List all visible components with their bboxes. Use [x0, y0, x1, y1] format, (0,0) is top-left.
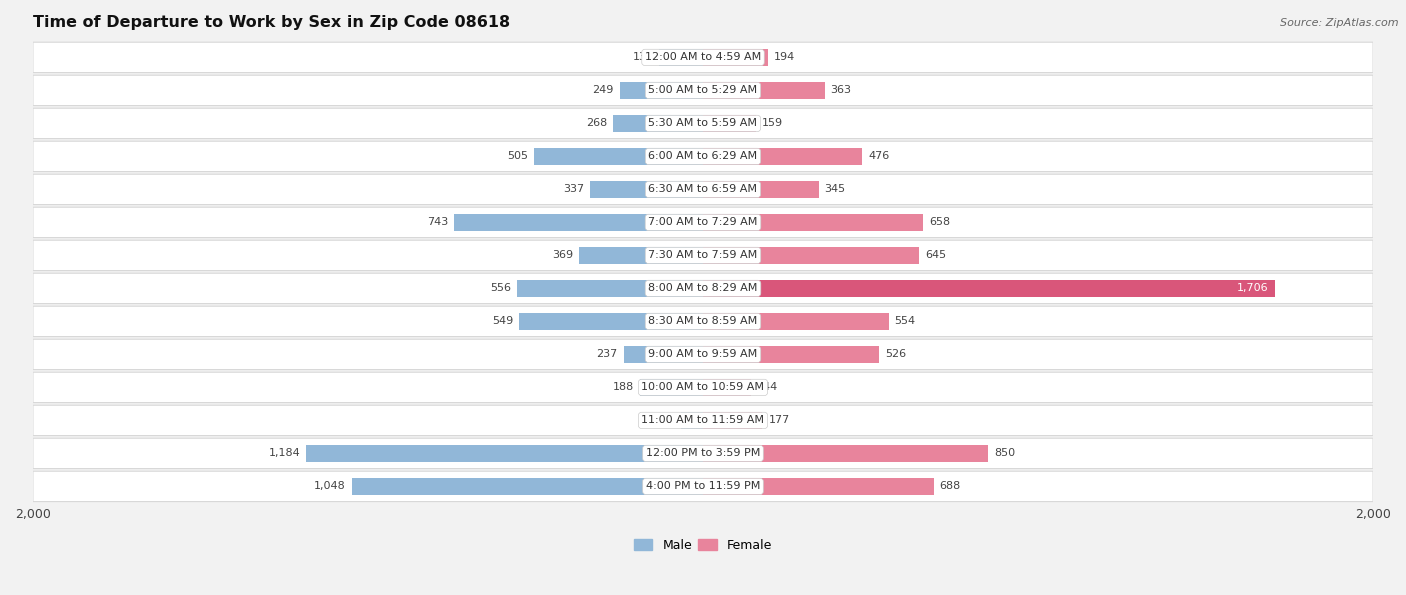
- Bar: [703, 181, 818, 198]
- Text: 363: 363: [831, 86, 852, 95]
- Bar: [681, 412, 703, 429]
- Text: 144: 144: [758, 383, 779, 392]
- Text: 10:00 AM to 10:59 AM: 10:00 AM to 10:59 AM: [641, 383, 765, 392]
- Bar: [307, 445, 703, 462]
- Text: 505: 505: [506, 151, 527, 161]
- FancyBboxPatch shape: [32, 108, 1374, 139]
- Text: 159: 159: [762, 118, 783, 129]
- FancyBboxPatch shape: [32, 42, 1374, 73]
- Text: 268: 268: [586, 118, 607, 129]
- Text: 1,048: 1,048: [314, 481, 346, 491]
- Bar: [703, 49, 768, 66]
- Text: 6:30 AM to 6:59 AM: 6:30 AM to 6:59 AM: [648, 184, 758, 195]
- FancyBboxPatch shape: [32, 174, 1374, 205]
- Bar: [703, 280, 1275, 297]
- Bar: [613, 115, 703, 132]
- FancyBboxPatch shape: [32, 405, 1374, 436]
- Bar: [534, 148, 703, 165]
- Text: 188: 188: [613, 383, 634, 392]
- Text: 130: 130: [633, 52, 654, 62]
- Text: 177: 177: [768, 415, 790, 425]
- Text: 556: 556: [489, 283, 510, 293]
- FancyBboxPatch shape: [32, 339, 1374, 369]
- FancyBboxPatch shape: [32, 207, 1374, 237]
- Text: 8:30 AM to 8:59 AM: 8:30 AM to 8:59 AM: [648, 317, 758, 327]
- Bar: [591, 181, 703, 198]
- Text: 4:00 PM to 11:59 PM: 4:00 PM to 11:59 PM: [645, 481, 761, 491]
- FancyBboxPatch shape: [32, 438, 1374, 469]
- Bar: [703, 313, 889, 330]
- Text: 7:00 AM to 7:29 AM: 7:00 AM to 7:29 AM: [648, 217, 758, 227]
- Text: 11:00 AM to 11:59 AM: 11:00 AM to 11:59 AM: [641, 415, 765, 425]
- Bar: [352, 478, 703, 495]
- Text: 645: 645: [925, 250, 946, 261]
- Text: 9:00 AM to 9:59 AM: 9:00 AM to 9:59 AM: [648, 349, 758, 359]
- Bar: [620, 82, 703, 99]
- Text: 658: 658: [929, 217, 950, 227]
- Text: 1,706: 1,706: [1237, 283, 1268, 293]
- FancyBboxPatch shape: [32, 75, 1374, 105]
- Bar: [703, 82, 824, 99]
- Bar: [703, 148, 862, 165]
- Bar: [703, 247, 920, 264]
- Text: 743: 743: [427, 217, 449, 227]
- Text: 476: 476: [869, 151, 890, 161]
- Text: 7:30 AM to 7:59 AM: 7:30 AM to 7:59 AM: [648, 250, 758, 261]
- Bar: [703, 214, 924, 231]
- Text: Source: ZipAtlas.com: Source: ZipAtlas.com: [1281, 18, 1399, 28]
- Bar: [640, 379, 703, 396]
- Text: 688: 688: [939, 481, 960, 491]
- Bar: [519, 313, 703, 330]
- Bar: [703, 346, 879, 363]
- Bar: [703, 478, 934, 495]
- Bar: [659, 49, 703, 66]
- Text: Time of Departure to Work by Sex in Zip Code 08618: Time of Departure to Work by Sex in Zip …: [32, 15, 510, 30]
- Text: 337: 337: [562, 184, 583, 195]
- FancyBboxPatch shape: [32, 141, 1374, 171]
- FancyBboxPatch shape: [32, 273, 1374, 303]
- Text: 5:00 AM to 5:29 AM: 5:00 AM to 5:29 AM: [648, 86, 758, 95]
- Text: 6:00 AM to 6:29 AM: 6:00 AM to 6:29 AM: [648, 151, 758, 161]
- Bar: [703, 445, 988, 462]
- Bar: [517, 280, 703, 297]
- Text: 5:30 AM to 5:59 AM: 5:30 AM to 5:59 AM: [648, 118, 758, 129]
- Bar: [454, 214, 703, 231]
- FancyBboxPatch shape: [32, 372, 1374, 403]
- Text: 8:00 AM to 8:29 AM: 8:00 AM to 8:29 AM: [648, 283, 758, 293]
- Text: 237: 237: [596, 349, 617, 359]
- Bar: [579, 247, 703, 264]
- Legend: Male, Female: Male, Female: [628, 534, 778, 557]
- Text: 12:00 PM to 3:59 PM: 12:00 PM to 3:59 PM: [645, 449, 761, 458]
- Text: 850: 850: [994, 449, 1015, 458]
- Text: 66: 66: [661, 415, 675, 425]
- Text: 554: 554: [894, 317, 915, 327]
- Text: 549: 549: [492, 317, 513, 327]
- FancyBboxPatch shape: [32, 471, 1374, 502]
- Bar: [703, 379, 751, 396]
- FancyBboxPatch shape: [32, 240, 1374, 271]
- Text: 526: 526: [886, 349, 907, 359]
- FancyBboxPatch shape: [32, 306, 1374, 337]
- Text: 369: 369: [553, 250, 574, 261]
- Text: 249: 249: [592, 86, 613, 95]
- Text: 194: 194: [775, 52, 796, 62]
- Bar: [703, 115, 756, 132]
- Text: 345: 345: [824, 184, 846, 195]
- Bar: [624, 346, 703, 363]
- Text: 1,184: 1,184: [269, 449, 301, 458]
- Text: 12:00 AM to 4:59 AM: 12:00 AM to 4:59 AM: [645, 52, 761, 62]
- Bar: [703, 412, 762, 429]
